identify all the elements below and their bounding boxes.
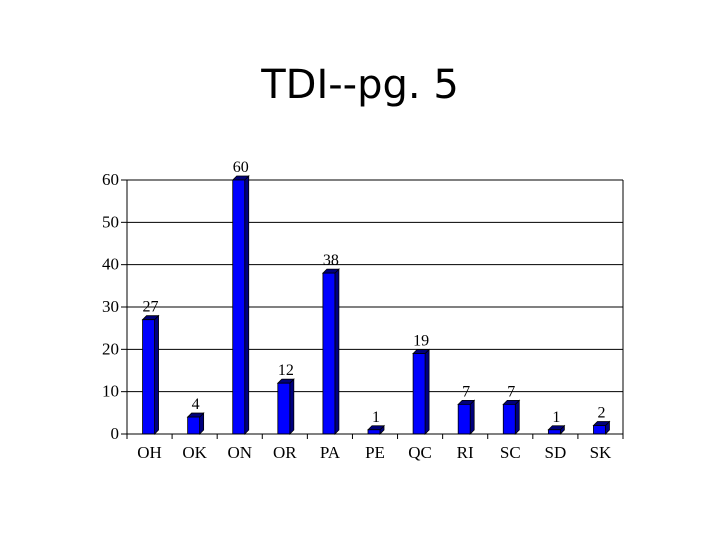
y-tick-label: 20 [102, 339, 119, 358]
x-tick-label: SC [500, 443, 521, 462]
bar-side [154, 314, 159, 435]
data-label: 1 [372, 409, 380, 426]
bar-front [412, 353, 426, 435]
data-label: 7 [462, 383, 470, 400]
x-axis-ticks: OH OK ON OR PA PE QC RI SC SD SK [137, 443, 612, 462]
data-label: 38 [323, 252, 339, 269]
x-tick-label: SD [544, 443, 566, 462]
x-tick-label: PE [365, 443, 385, 462]
bar [141, 314, 160, 435]
bar-front [547, 429, 561, 435]
y-tick-label: 0 [111, 424, 120, 443]
bar-side [514, 399, 520, 435]
bar [592, 420, 611, 435]
bar-front [277, 382, 291, 435]
y-tick-label: 60 [102, 170, 119, 189]
x-tick-label: OH [137, 443, 162, 462]
bar-front [367, 429, 381, 435]
bars [141, 175, 611, 435]
x-tick-label: OK [182, 443, 207, 462]
bar [321, 268, 340, 435]
x-tick-label: PA [320, 443, 341, 462]
y-tick-label: 10 [102, 382, 119, 401]
bar-side [469, 399, 475, 435]
bar-side [424, 348, 430, 435]
x-tick-label: ON [227, 443, 252, 462]
bar [412, 348, 431, 435]
y-tick-label: 50 [102, 212, 119, 231]
bar-front [593, 425, 606, 435]
bar [231, 175, 250, 435]
data-label: 12 [278, 362, 294, 379]
bar-front [502, 403, 516, 435]
bar-front [187, 416, 201, 435]
data-label: 27 [143, 299, 159, 316]
y-tick-label: 40 [102, 255, 119, 274]
bar [276, 378, 295, 435]
bar [186, 412, 205, 435]
bar-front [232, 179, 246, 435]
data-label: 19 [413, 333, 429, 350]
axes [121, 179, 624, 439]
x-tick-label: RI [457, 443, 474, 462]
bar [457, 399, 476, 435]
x-tick-label: SK [590, 443, 612, 462]
bar-front [142, 319, 155, 435]
data-label: 1 [552, 409, 560, 426]
y-tick-label: 30 [102, 297, 119, 316]
bar [502, 399, 521, 435]
y-axis-ticks: 0 10 20 30 40 50 60 [102, 170, 119, 443]
data-label: 60 [233, 159, 249, 176]
x-tick-label: QC [408, 443, 432, 462]
x-tick-label: OR [273, 443, 297, 462]
bar-front [322, 272, 336, 435]
chart-title: TDI--pg. 5 [261, 62, 459, 108]
data-label: 4 [192, 396, 200, 413]
gridlines [127, 179, 623, 393]
bar [367, 424, 385, 435]
data-label: 7 [507, 383, 515, 400]
bar-front [457, 403, 471, 435]
bar-side [244, 175, 250, 435]
data-label: 2 [597, 405, 605, 422]
bar [547, 424, 566, 435]
bar-side [334, 268, 340, 435]
bar-side [289, 378, 295, 435]
